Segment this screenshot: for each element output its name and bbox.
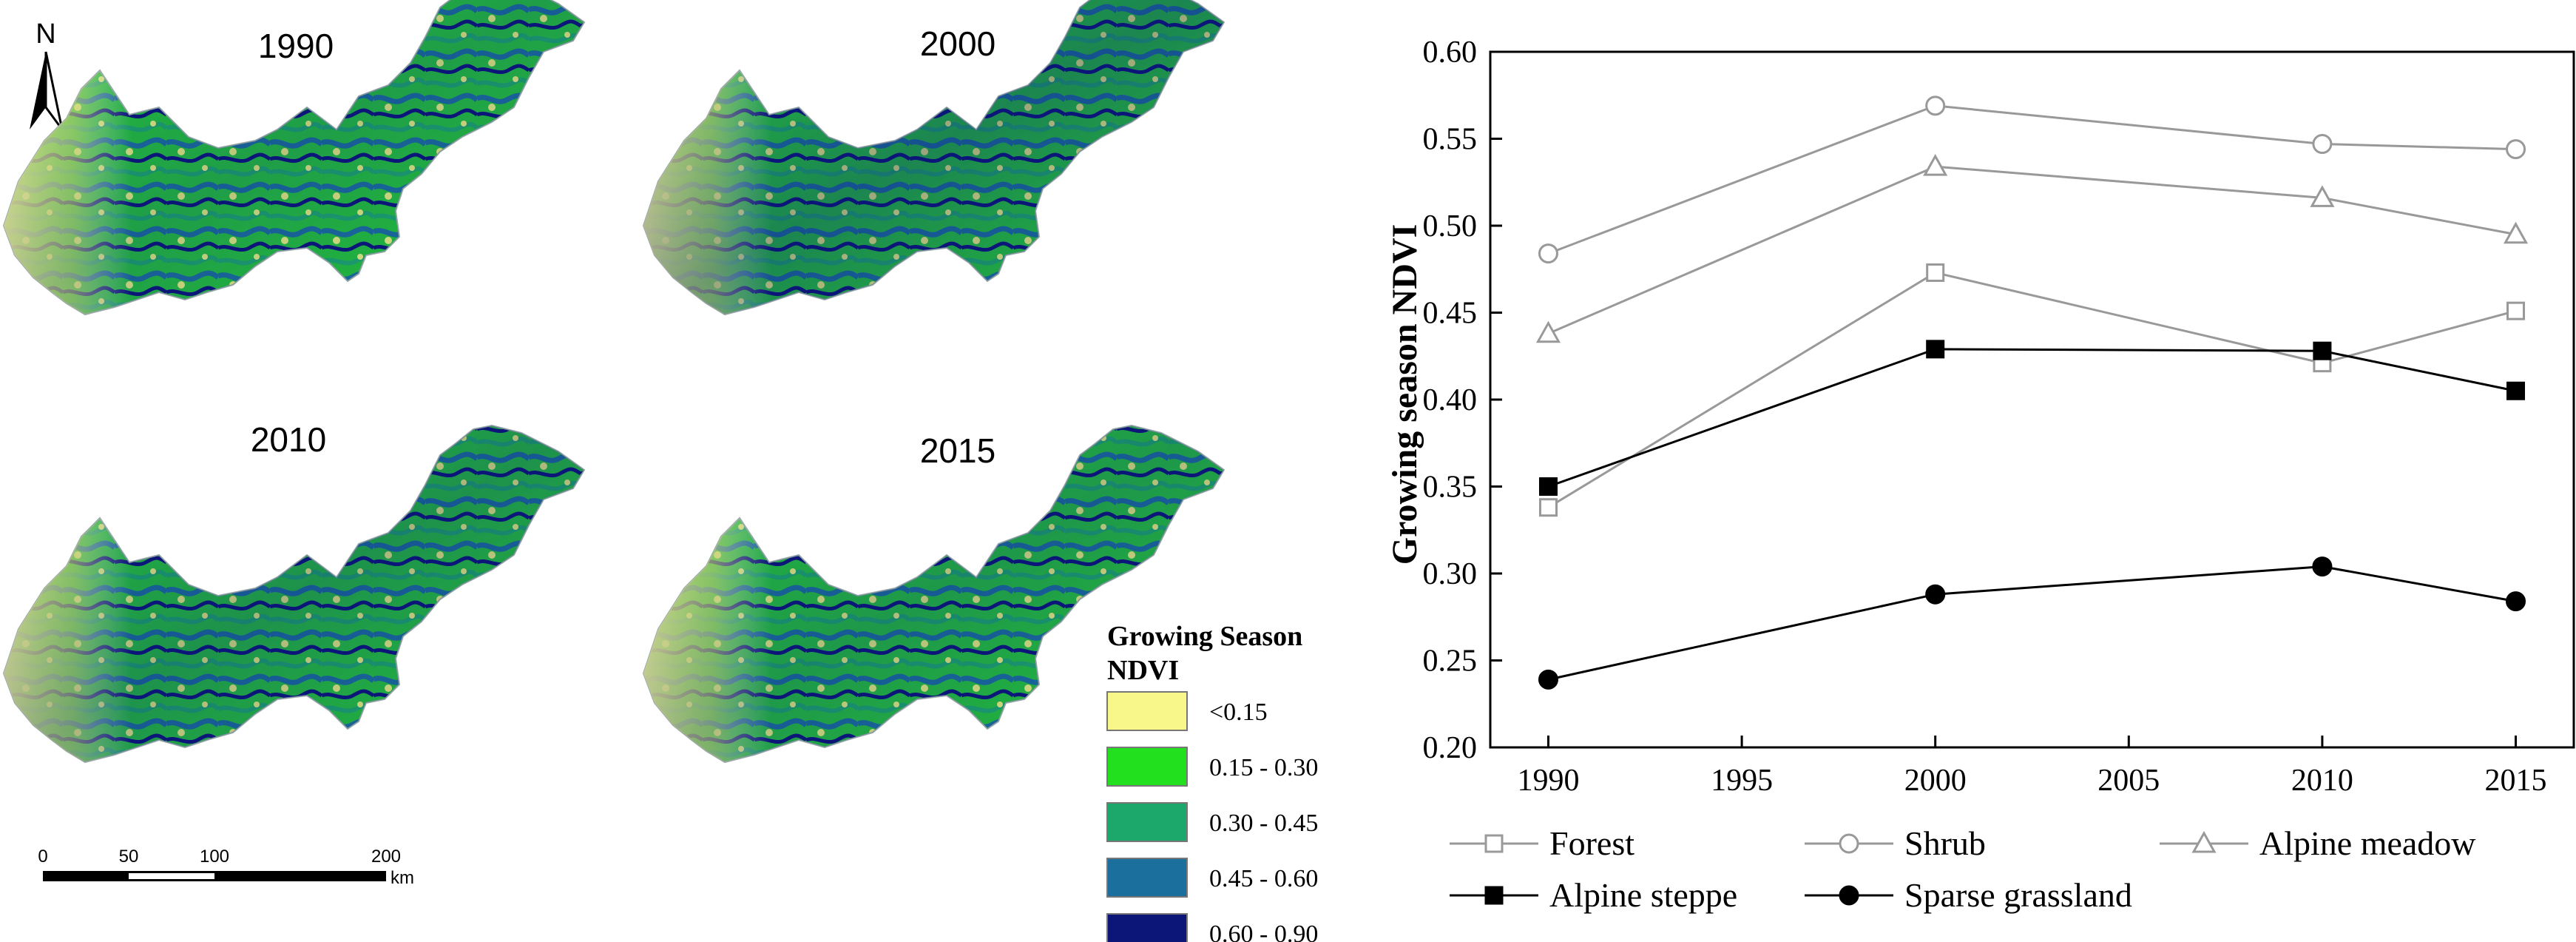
data-point [2310,185,2335,207]
series-line [1548,565,2516,681]
series-alpine-meadow [1535,154,2529,343]
legend-entry: Sparse grassland [1805,876,2132,914]
ndvi-maps-panel: N 1990 2000 2010 2015 Growing Season NDV… [3,0,1318,942]
series-line [1547,271,2516,508]
scale-tick-label: 0 [38,847,47,867]
data-point [1925,584,1946,605]
data-point [2506,591,2526,612]
x-tick-label: 2000 [1904,764,1967,798]
legend-title: Growing Season [1107,621,1302,652]
data-point [2506,301,2526,320]
legend-marker [1839,833,1859,854]
legend-class-label: 0.30 - 0.45 [1209,810,1318,837]
north-arrow-icon: N [30,18,64,130]
legend-entry: Alpine meadow [2160,824,2476,862]
legend-swatch [1106,691,1188,731]
data-point [1538,243,1558,264]
legend-marker [1484,834,1504,853]
data-point [2506,381,2526,400]
y-tick-label: 0.20 [1423,731,1478,765]
y-tick-label: 0.25 [1423,645,1478,679]
legend-title: NDVI [1107,655,1179,686]
legend-class-label: 0.60 - 0.90 [1209,921,1318,942]
legend-class-label: 0.45 - 0.60 [1209,865,1318,892]
legend-label: Forest [1549,824,1634,862]
chart-series [1535,95,2529,690]
y-tick-label: 0.40 [1423,383,1478,417]
legend-marker [1839,885,1859,906]
y-tick-label: 0.55 [1423,123,1478,157]
x-tick-label: 1990 [1517,764,1579,798]
legend-swatch [1106,913,1188,942]
data-point [1538,498,1558,517]
series-shrub [1538,95,2526,264]
legend-entry: Forest [1450,824,1634,862]
ndvi-legend: Growing Season NDVI <0.15 0.15 - 0.30 0.30… [1106,621,1318,942]
data-point [2312,556,2333,577]
legend-label: Shrub [1904,824,1986,862]
legend-marker [1484,886,1504,905]
legend-marker [2191,830,2217,853]
x-tick-label: 2015 [2485,764,2547,798]
legend-swatch [1106,858,1188,898]
map-year-label: 2015 [920,431,995,470]
data-point [2312,134,2333,155]
data-point [1923,154,1948,176]
scale-tick-label: 100 [200,847,229,867]
series-line [1547,348,2516,488]
data-point [1535,320,1561,343]
legend-class-label: <0.15 [1209,699,1268,726]
scale-tick-label: 50 [119,847,139,867]
legend-entry: Alpine steppe [1450,876,1737,914]
data-point [2313,341,2332,360]
scale-unit-label: km [391,868,414,888]
series-line [1547,165,2516,335]
legend-label: Alpine steppe [1549,876,1737,914]
legend-swatch [1106,747,1188,787]
series-line [1547,104,2516,255]
data-point [1538,669,1558,690]
series-sparse-grassland [1538,556,2526,690]
data-point [1926,263,1945,282]
legend-label: Sparse grassland [1904,876,2132,914]
map-year-label: 1990 [258,27,334,65]
scale-bar: 0 50 100 200 km [38,847,414,888]
map-year-label: 2000 [920,24,995,63]
map-year-label: 2010 [251,420,326,459]
map-panel-2010 [3,425,585,763]
legend-label: Alpine meadow [2259,824,2476,862]
x-tick-label: 2005 [2097,764,2160,798]
plot-frame [1489,50,2575,749]
y-tick-label: 0.45 [1423,297,1478,331]
scale-tick-label: 200 [371,847,401,867]
x-tick-label: 1995 [1711,764,1773,798]
y-tick-label: 0.30 [1423,557,1478,591]
legend-class-label: 0.15 - 0.30 [1209,754,1318,781]
series-forest [1538,263,2526,517]
data-point [2503,221,2529,244]
y-tick-label: 0.35 [1423,471,1478,505]
series-alpine-steppe [1538,340,2526,496]
chart-axes: 0.20 0.25 0.30 0.35 0.40 0.45 0.50 0.55 0.60 1990… [1423,36,2575,798]
legend-swatch [1106,802,1188,842]
legend-entry: Shrub [1805,824,1986,862]
data-point [2506,139,2526,160]
ndvi-line-chart: 0.20 0.25 0.30 0.35 0.40 0.45 0.50 0.55 0.60 1990… [1385,36,2575,914]
data-point [1538,477,1558,496]
chart-legend: Forest Shrub Alpine meadow Alpine steppe Spa… [1450,824,2476,914]
x-tick-label: 2010 [2291,764,2353,798]
data-point [1926,340,1945,359]
north-label: N [36,18,55,50]
y-tick-label: 0.50 [1423,209,1478,243]
y-tick-label: 0.60 [1423,36,1478,70]
data-point [1925,95,1946,116]
y-axis-label: Growing season NDVI [1385,224,1424,565]
